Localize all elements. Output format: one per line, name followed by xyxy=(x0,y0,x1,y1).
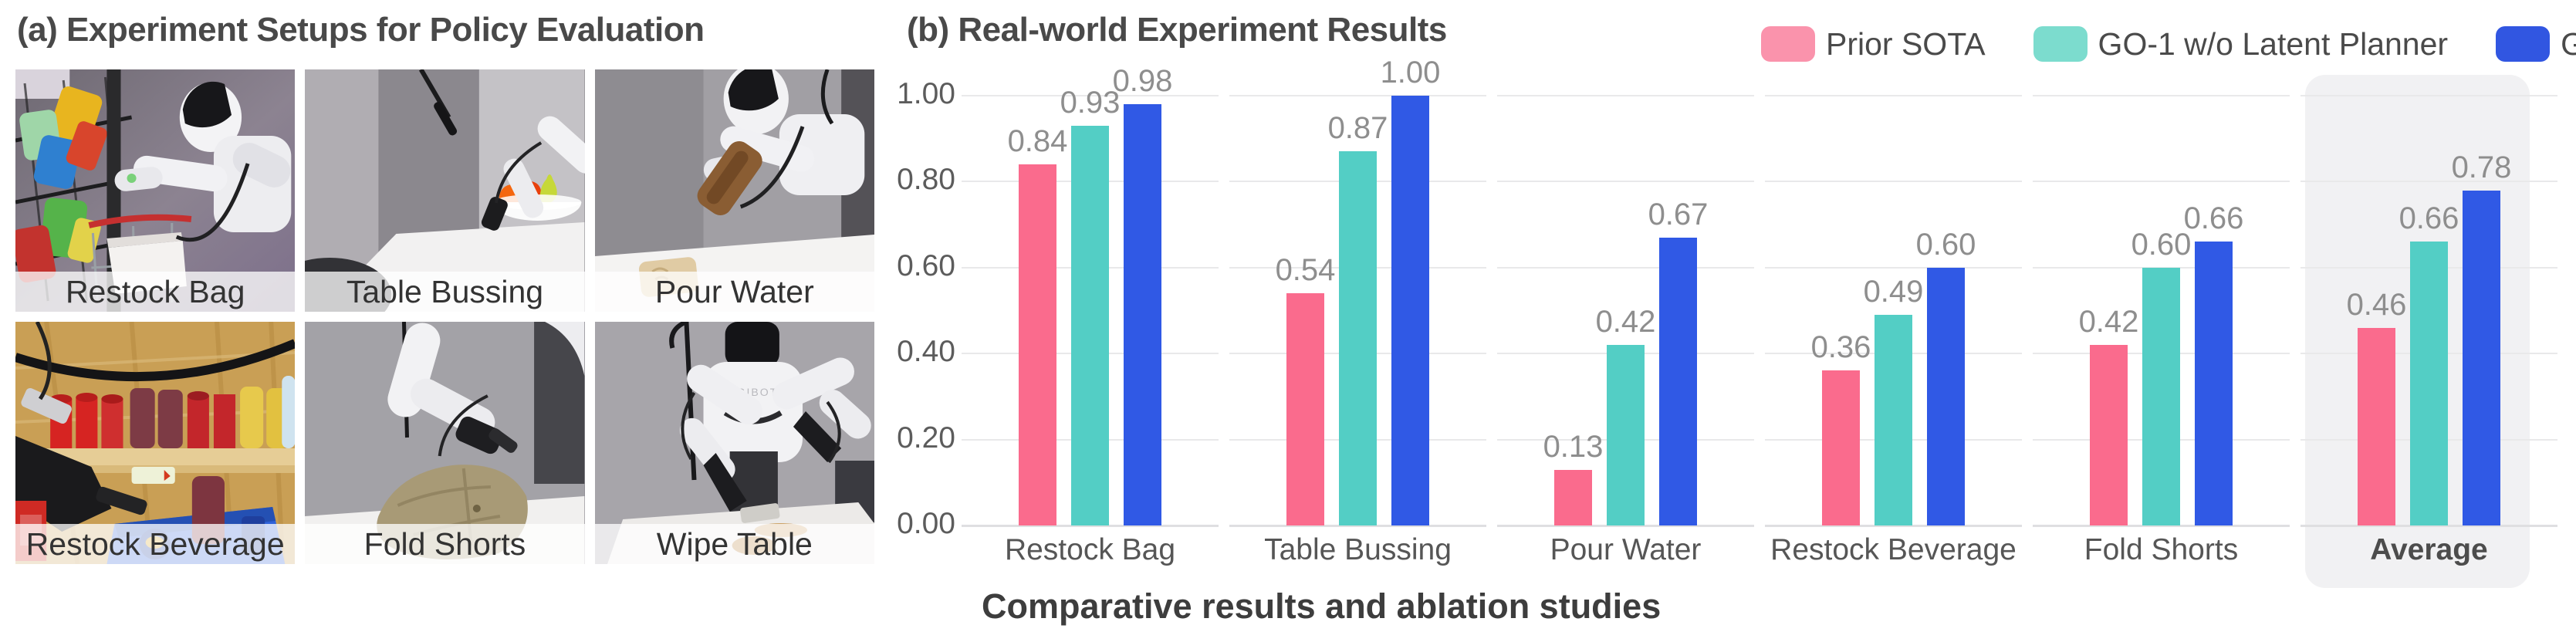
bar-prior-sota xyxy=(2358,328,2395,525)
figure-caption: Comparative results and ablation studies xyxy=(982,586,1662,626)
bar-value-label: 0.42 xyxy=(2078,305,2139,339)
legend-swatch xyxy=(1761,26,1815,62)
legend-swatch xyxy=(2496,26,2551,62)
legend-label: GO-1 w/o Latent Planner xyxy=(2098,25,2449,62)
bar-prior-sota xyxy=(2090,345,2128,525)
bar-go-1 xyxy=(1124,104,1161,525)
bar-value-label: 0.42 xyxy=(1595,305,1656,339)
restock-bag-illustration xyxy=(15,69,296,312)
x-axis-line xyxy=(1765,525,2022,527)
table-bussing-photo: Table Bussing xyxy=(305,69,585,312)
bar-value-label: 0.84 xyxy=(1007,124,1068,158)
bar-value-label: 0.87 xyxy=(1327,111,1388,145)
bar-value-label: 0.49 xyxy=(1863,275,1924,309)
bar-go-1-w-o-latent-planner xyxy=(2410,242,2448,525)
y-axis-tick-label: 1.00 xyxy=(897,77,955,110)
gridline xyxy=(962,95,1219,96)
bar-value-label: 0.54 xyxy=(1275,253,1336,287)
bar-go-1-w-o-latent-planner xyxy=(1339,151,1377,525)
legend-item: GO-1 xyxy=(2496,26,2576,63)
bar-go-1 xyxy=(1927,268,1965,525)
photo-label: Restock Beverage xyxy=(15,524,296,564)
x-axis-line xyxy=(1497,525,1754,527)
bar-go-1-w-o-latent-planner xyxy=(1875,315,1912,525)
gridline xyxy=(2033,181,2290,183)
legend-label: GO-1 xyxy=(2561,25,2576,62)
gridline xyxy=(1497,266,1754,269)
bar-value-label: 1.00 xyxy=(1380,56,1441,90)
gridline xyxy=(1765,95,2022,96)
x-axis-category-label: Table Bussing xyxy=(1264,533,1452,566)
photo-label: Restock Bag xyxy=(15,272,296,312)
wipe-table-photo: AGIBOT Wipe Table xyxy=(594,322,874,564)
photo-label: Wipe Table xyxy=(594,524,874,564)
fold-shorts-photo: Fold Shorts xyxy=(305,322,585,564)
bar-value-label: 0.66 xyxy=(2399,201,2459,235)
bar-go-1-w-o-latent-planner xyxy=(2142,268,2180,525)
bar-go-1 xyxy=(1391,96,1429,525)
experiment-photo-grid: Restock Bag Table Bussing xyxy=(15,69,874,564)
bar-value-label: 0.78 xyxy=(2451,150,2512,184)
x-axis-category-label: Average xyxy=(2370,533,2488,566)
x-axis-category-label: Restock Beverage xyxy=(1770,533,2017,566)
bar-go-1 xyxy=(1659,238,1697,525)
gridline xyxy=(2033,95,2290,96)
legend-item: GO-1 w/o Latent Planner xyxy=(2033,25,2449,63)
gridline xyxy=(1497,95,1754,96)
bar-value-label: 0.66 xyxy=(2183,201,2244,235)
panel-a-title: (a) Experiment Setups for Policy Evaluat… xyxy=(17,11,705,49)
gridline xyxy=(1765,181,2022,183)
legend-item: Prior SOTA xyxy=(1761,26,1986,63)
legend: Prior SOTA GO-1 w/o Latent Planner GO-1 xyxy=(1761,26,2576,62)
bar-prior-sota xyxy=(1554,470,1592,525)
gridline xyxy=(1765,266,2022,269)
x-axis-line xyxy=(2033,525,2290,527)
photo-label: Table Bussing xyxy=(305,272,585,312)
photo-label: Pour Water xyxy=(594,272,874,312)
gridline xyxy=(2033,266,2290,269)
y-axis-tick-label: 0.80 xyxy=(897,163,955,197)
y-axis-tick-label: 0.20 xyxy=(897,421,955,454)
bar-prior-sota xyxy=(1019,164,1056,525)
bar-value-label: 0.60 xyxy=(2131,228,2192,262)
legend-label: Prior SOTA xyxy=(1826,25,1986,62)
bar-prior-sota xyxy=(1286,293,1324,525)
x-axis-category-label: Restock Bag xyxy=(1004,533,1176,566)
bar-value-label: 0.36 xyxy=(1810,330,1871,364)
gridline xyxy=(2300,95,2557,96)
panel-b-title: (b) Real-world Experiment Results xyxy=(907,11,1447,49)
bar-value-label: 0.93 xyxy=(1060,86,1121,120)
pour-water-photo: Pour Water xyxy=(594,69,874,312)
bar-go-1 xyxy=(2463,191,2500,525)
y-axis-tick-label: 0.40 xyxy=(897,335,955,369)
x-axis-line xyxy=(2300,525,2557,527)
wipe-table-illustration: AGIBOT xyxy=(594,322,874,564)
bar-go-1-w-o-latent-planner xyxy=(1607,345,1645,525)
x-axis-line xyxy=(962,525,1219,527)
gridline xyxy=(1229,95,1486,96)
x-axis-category-label: Pour Water xyxy=(1550,533,1702,566)
bar-value-label: 0.67 xyxy=(1648,198,1709,231)
gridline xyxy=(1497,181,1754,183)
photo-label: Fold Shorts xyxy=(305,524,585,564)
restock-beverage-photo: Restock Beverage xyxy=(15,322,296,564)
bar-value-label: 0.98 xyxy=(1112,64,1173,98)
y-axis-tick-label: 0.00 xyxy=(897,507,955,540)
gridline xyxy=(2300,181,2557,183)
x-axis-line xyxy=(1229,525,1486,527)
restock-bag-photo: Restock Bag xyxy=(15,69,296,312)
legend-swatch xyxy=(2033,26,2088,62)
bar-value-label: 0.46 xyxy=(2346,288,2407,322)
bar-prior-sota xyxy=(1822,370,1860,525)
bar-go-1-w-o-latent-planner xyxy=(1071,126,1109,525)
bar-value-label: 0.60 xyxy=(1915,228,1976,262)
bar-value-label: 0.13 xyxy=(1543,430,1604,464)
x-axis-category-label: Fold Shorts xyxy=(2084,533,2239,566)
bar-go-1 xyxy=(2195,242,2233,525)
y-axis-tick-label: 0.60 xyxy=(897,248,955,282)
